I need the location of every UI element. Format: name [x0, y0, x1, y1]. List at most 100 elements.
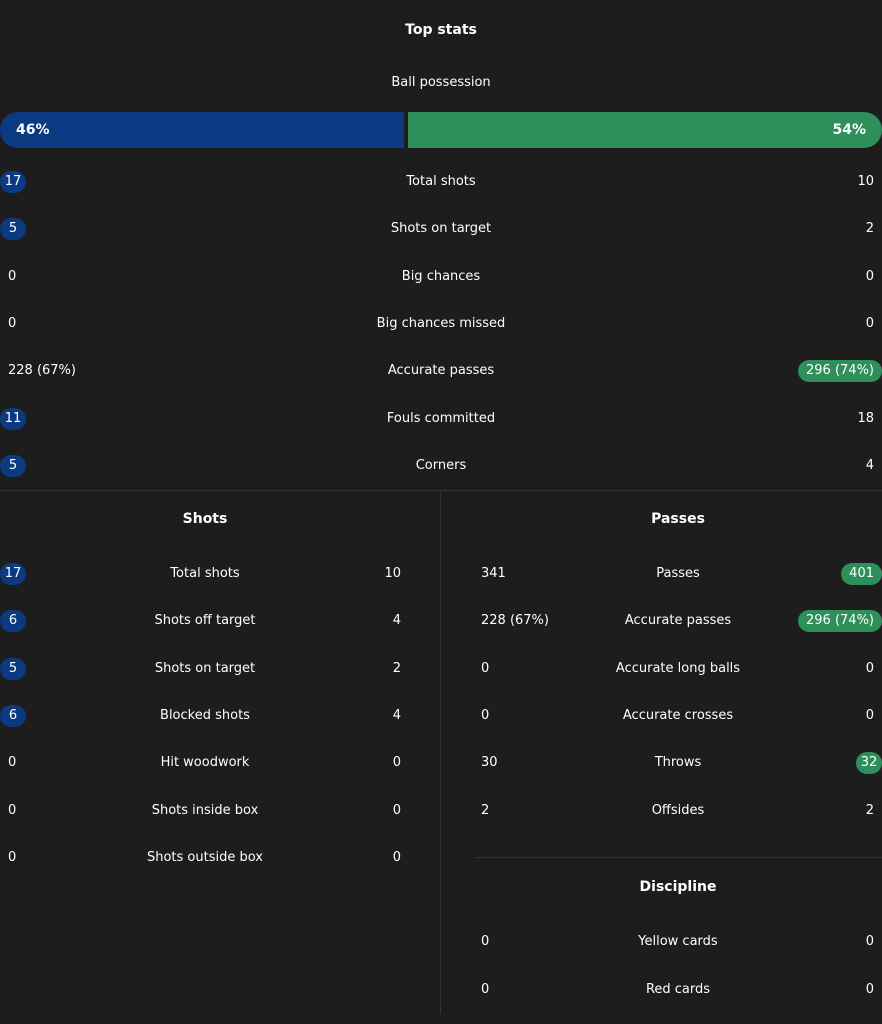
stat-home-value: 0 [8, 755, 17, 771]
stat-row: Big chances missed 0 0 [0, 312, 882, 336]
stat-row: Accurate passes 228 (67%) 296 (74%) [0, 359, 882, 383]
possession-label: Ball possession [391, 75, 491, 90]
possession-away-value: 54% [832, 122, 866, 138]
stat-label: Accurate crosses [622, 707, 734, 723]
stat-home-value: 17 [0, 563, 26, 585]
stat-away-value: 4 [865, 457, 874, 473]
stat-home-value: 5 [0, 218, 26, 241]
stat-home-value: 17 [0, 171, 26, 193]
stat-away-value: 296 (74%) [798, 610, 882, 633]
stat-away-value: 0 [865, 660, 874, 676]
stat-away-value: 0 [865, 707, 874, 723]
stat-label: Throws [654, 755, 702, 771]
stat-home-value: 0 [481, 707, 490, 723]
stat-row: Shots outside box 0 0 [0, 846, 410, 870]
stat-label: Total shots [170, 566, 240, 581]
shots-title: Shots [182, 511, 228, 527]
stat-away-value: 2 [392, 660, 401, 676]
stat-away-value: 0 [392, 849, 401, 865]
stat-away-value: 0 [392, 802, 401, 818]
possession-bar-home: 46% [0, 112, 404, 148]
stat-home-value: 0 [8, 849, 17, 865]
stat-row: Offsides 2 2 [474, 799, 882, 823]
stat-label: Big chances [401, 268, 481, 284]
stat-row: Passes 341 401 [474, 562, 882, 586]
stat-home-value: 0 [481, 934, 490, 949]
stat-home-value: 6 [0, 610, 26, 633]
stat-away-value: 0 [865, 315, 874, 331]
stat-home-value: 5 [0, 657, 26, 680]
discipline-divider [474, 857, 882, 858]
stat-away-value: 10 [384, 566, 401, 581]
stat-label: Shots on target [154, 660, 256, 676]
column-divider [440, 490, 441, 1014]
stat-home-value: 5 [0, 454, 26, 477]
stat-home-value: 0 [8, 268, 17, 284]
stat-row: Total shots 17 10 [0, 562, 410, 586]
stat-row: Hit woodwork 0 0 [0, 751, 410, 775]
stat-away-value: 18 [857, 410, 874, 426]
stat-row: Red cards 0 0 [474, 978, 882, 1002]
stat-label: Accurate passes [624, 613, 732, 629]
stat-row: Throws 30 32 [474, 751, 882, 775]
stat-home-value: 6 [0, 704, 26, 727]
stat-label: Passes [656, 566, 700, 581]
stat-home-value: 0 [8, 315, 17, 331]
stat-away-value: 0 [865, 934, 874, 949]
stat-row: Shots on target 5 2 [0, 657, 410, 681]
stat-away-value: 0 [865, 268, 874, 284]
stat-home-value: 0 [8, 802, 17, 818]
stat-label: Red cards [645, 981, 711, 997]
stat-row: Shots off target 6 4 [0, 609, 410, 633]
stat-row: Accurate crosses 0 0 [474, 704, 882, 728]
section-divider [0, 490, 882, 491]
top-stats-title: Top stats [405, 22, 477, 38]
stat-home-value: 11 [0, 407, 26, 430]
stat-away-value: 296 (74%) [798, 360, 882, 383]
stat-away-value: 10 [857, 174, 874, 189]
stat-label: Shots on target [390, 221, 492, 237]
discipline-title: Discipline [639, 879, 717, 895]
stat-label: Blocked shots [160, 707, 250, 723]
stat-row: Shots inside box 0 0 [0, 799, 410, 823]
stat-label: Yellow cards [638, 934, 718, 949]
stat-away-value: 0 [865, 981, 874, 997]
stat-row: Accurate long balls 0 0 [474, 657, 882, 681]
stat-row: Shots on target 5 2 [0, 217, 882, 241]
stat-row: Big chances 0 0 [0, 265, 882, 289]
stat-label: Total shots [406, 174, 476, 189]
stat-row: Blocked shots 6 4 [0, 704, 410, 728]
stat-home-value: 2 [481, 802, 490, 818]
stat-home-value: 30 [481, 755, 498, 771]
stat-row: Fouls committed 11 18 [0, 407, 882, 431]
stat-home-value: 228 (67%) [8, 363, 76, 379]
passes-title: Passes [651, 511, 705, 527]
stat-label: Accurate long balls [615, 660, 741, 676]
stat-home-value: 0 [481, 981, 490, 997]
stat-label: Big chances missed [376, 315, 506, 331]
stat-label: Offsides [651, 802, 705, 818]
stat-row: Total shots 17 10 [0, 170, 882, 194]
stat-label: Shots off target [154, 613, 256, 629]
stat-home-value: 341 [481, 566, 506, 581]
stat-label: Accurate passes [387, 363, 495, 379]
stat-away-value: 4 [392, 613, 401, 629]
stat-away-value: 32 [856, 752, 882, 775]
stat-away-value: 2 [865, 802, 874, 818]
stat-label: Shots inside box [151, 802, 259, 818]
stat-home-value: 228 (67%) [481, 613, 549, 629]
stat-row: Yellow cards 0 0 [474, 930, 882, 954]
stat-away-value: 401 [841, 563, 882, 585]
stat-label: Corners [415, 457, 467, 473]
possession-home-value: 46% [16, 122, 50, 138]
stat-label: Shots outside box [146, 849, 263, 865]
stat-home-value: 0 [481, 660, 490, 676]
stat-row: Corners 5 4 [0, 454, 882, 478]
stat-away-value: 2 [865, 221, 874, 237]
stat-away-value: 4 [392, 707, 401, 723]
stat-row: Accurate passes 228 (67%) 296 (74%) [474, 609, 882, 633]
stat-label: Hit woodwork [160, 755, 250, 771]
stat-away-value: 0 [392, 755, 401, 771]
stat-label: Fouls committed [386, 410, 496, 426]
possession-bar-away: 54% [408, 112, 882, 148]
